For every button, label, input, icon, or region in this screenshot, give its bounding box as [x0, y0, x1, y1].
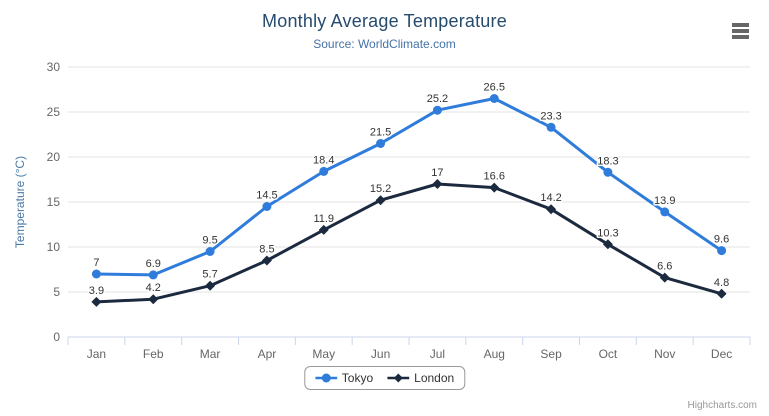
point-london-mar[interactable]	[205, 280, 216, 291]
data-label: 25.2	[427, 93, 448, 105]
data-label: 17	[431, 167, 443, 179]
data-label: 6.9	[146, 258, 161, 270]
point-london-may[interactable]	[318, 224, 329, 235]
point-tokyo-jan[interactable]	[91, 269, 101, 279]
x-tick-label: Jun	[371, 347, 390, 361]
point-tokyo-may[interactable]	[319, 166, 329, 176]
point-london-aug[interactable]	[489, 182, 500, 193]
data-label: 5.7	[202, 269, 217, 281]
data-label: 14.2	[540, 192, 561, 204]
data-label: 15.2	[370, 183, 391, 195]
point-london-oct[interactable]	[602, 239, 613, 250]
x-tick-label: Mar	[200, 347, 221, 361]
x-tick-label: Sep	[540, 347, 562, 361]
data-label: 26.5	[484, 82, 505, 94]
data-label: 16.6	[484, 171, 505, 183]
chart-subtitle: Source: WorldClimate.com	[313, 37, 456, 51]
hamburger-icon	[732, 35, 749, 39]
point-tokyo-apr[interactable]	[262, 202, 272, 211]
point-tokyo-aug[interactable]	[489, 94, 499, 103]
point-tokyo-jul[interactable]	[432, 105, 442, 115]
data-label: 8.5	[259, 244, 274, 256]
legend: Tokyo London	[303, 366, 466, 390]
x-tick-label: May	[312, 347, 335, 361]
point-london-feb[interactable]	[148, 294, 159, 305]
data-label: 4.8	[714, 277, 729, 289]
x-tick-label: Aug	[484, 347, 505, 361]
point-tokyo-dec[interactable]	[717, 246, 727, 256]
x-tick-label: Jul	[430, 347, 445, 361]
y-tick-label: 15	[47, 195, 61, 209]
point-tokyo-oct[interactable]	[603, 167, 613, 177]
legend-item-tokyo[interactable]: Tokyo	[314, 371, 374, 385]
data-label: 9.5	[202, 235, 217, 247]
point-london-sep[interactable]	[546, 204, 557, 215]
y-tick-label: 0	[53, 330, 60, 344]
data-label: 23.3	[540, 110, 561, 122]
hamburger-icon	[732, 29, 749, 33]
x-tick-label: Nov	[654, 347, 675, 361]
point-tokyo-mar[interactable]	[205, 247, 215, 256]
data-label: 4.2	[146, 282, 161, 294]
hamburger-icon	[732, 23, 749, 27]
series-line-tokyo[interactable]	[94, 97, 724, 277]
data-label: 18.4	[313, 154, 334, 166]
point-london-apr[interactable]	[261, 255, 272, 266]
data-label: 14.5	[256, 190, 277, 202]
data-label: 13.9	[654, 195, 675, 207]
chart-title: Monthly Average Temperature	[262, 11, 507, 31]
legend-marker-diamond-icon	[387, 373, 410, 383]
legend-marker-circle-icon	[314, 373, 337, 383]
x-tick-label: Oct	[599, 347, 618, 361]
data-label: 9.6	[714, 234, 729, 246]
data-label: 18.3	[597, 155, 618, 167]
point-london-nov[interactable]	[659, 272, 670, 283]
data-label: 7	[93, 257, 99, 269]
y-tick-label: 20	[47, 150, 61, 164]
data-label: 3.9	[89, 285, 104, 297]
point-london-jun[interactable]	[375, 195, 386, 206]
x-tick-label: Feb	[143, 347, 164, 361]
data-label: 21.5	[370, 127, 391, 139]
data-label: 11.9	[313, 213, 334, 225]
point-tokyo-jun[interactable]	[376, 139, 386, 148]
point-london-dec[interactable]	[716, 288, 727, 299]
legend-label: London	[414, 371, 455, 385]
point-tokyo-feb[interactable]	[148, 270, 158, 280]
point-london-jul[interactable]	[432, 179, 443, 189]
data-label: 10.3	[597, 227, 618, 239]
y-tick-label: 5	[53, 285, 60, 299]
credits-link[interactable]: Highcharts.com	[687, 400, 757, 411]
y-tick-label: 30	[47, 60, 61, 74]
point-tokyo-sep[interactable]	[546, 122, 556, 132]
point-london-jan[interactable]	[91, 296, 102, 307]
export-menu-button[interactable]	[732, 23, 749, 39]
series-line-london[interactable]	[94, 182, 724, 304]
x-tick-label: Jan	[87, 347, 106, 361]
legend-item-london[interactable]: London	[387, 371, 454, 385]
legend-label: Tokyo	[341, 371, 374, 385]
data-label: 6.6	[657, 261, 672, 273]
point-tokyo-nov[interactable]	[660, 207, 670, 217]
x-tick-label: Dec	[711, 347, 732, 361]
x-tick-label: Apr	[258, 347, 277, 361]
y-tick-label: 10	[47, 240, 61, 254]
y-tick-label: 25	[47, 105, 61, 119]
